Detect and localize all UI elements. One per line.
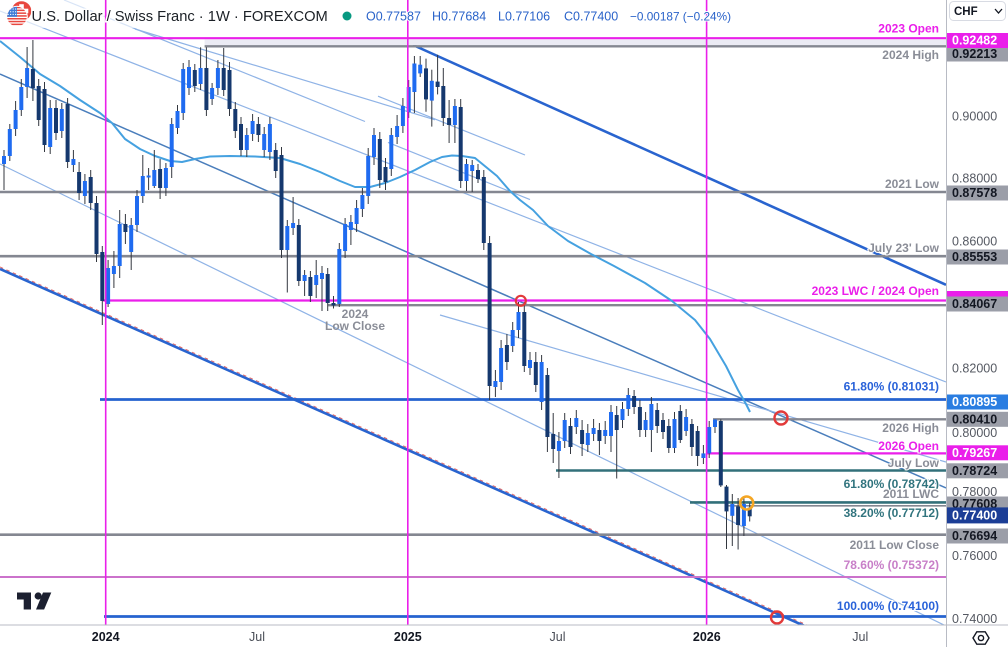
svg-text:2024: 2024 [342,307,369,321]
svg-text:−0.00187 (−0.24%): −0.00187 (−0.24%) [630,10,731,24]
svg-text:2024 High: 2024 High [882,48,939,62]
svg-text:2011 LWC: 2011 LWC [883,487,939,501]
svg-text:Low Close: Low Close [325,319,385,333]
svg-text:Jul: Jul [550,630,566,644]
svg-text:0.80895: 0.80895 [952,395,997,409]
svg-text:Jul: Jul [249,630,265,644]
svg-text:2011 Low Close: 2011 Low Close [850,538,940,552]
svg-text:H0.77684: H0.77684 [432,10,486,24]
svg-text:61.80% (0.81031): 61.80% (0.81031) [844,380,939,394]
svg-text:0.86000: 0.86000 [952,235,997,249]
svg-text:38.20% (0.77712): 38.20% (0.77712) [844,506,939,520]
svg-text:0.74000: 0.74000 [952,612,997,626]
svg-text:CHF: CHF [954,6,978,18]
svg-text:2023 LWC / 2024 Open: 2023 LWC / 2024 Open [812,284,939,298]
svg-text:100.00% (0.74100): 100.00% (0.74100) [837,599,939,613]
svg-text:Jul: Jul [852,630,868,644]
svg-text:2023 Open: 2023 Open [878,22,939,36]
svg-text:July 23' Low: July 23' Low [868,241,940,255]
svg-text:61.80% (0.78742): 61.80% (0.78742) [844,477,939,491]
svg-text:0.78000: 0.78000 [952,485,997,499]
svg-text:2025: 2025 [394,630,422,644]
svg-text:0.84067: 0.84067 [952,297,997,311]
svg-text:2026 Open: 2026 Open [878,439,939,453]
svg-text:C0.77400: C0.77400 [564,10,618,24]
svg-text:0.90000: 0.90000 [952,110,997,124]
svg-text:0.92213: 0.92213 [952,47,997,61]
svg-text:0.87578: 0.87578 [952,186,997,200]
svg-text:0.76694: 0.76694 [952,529,997,543]
svg-text:0.85553: 0.85553 [952,250,997,264]
svg-text:0.79267: 0.79267 [952,446,997,460]
svg-text:0.77400: 0.77400 [952,509,997,523]
svg-text:0.78724: 0.78724 [952,464,997,478]
svg-text:0.80410: 0.80410 [952,413,997,427]
svg-text:2026 High: 2026 High [882,421,939,435]
svg-text:2024: 2024 [92,630,120,644]
svg-text:L0.77106: L0.77106 [498,10,550,24]
svg-text:0.80000: 0.80000 [952,426,997,440]
svg-text:0.82000: 0.82000 [952,361,997,375]
svg-text:0.92482: 0.92482 [952,34,997,48]
svg-text:O0.77587: O0.77587 [366,10,421,24]
svg-text:U.S. Dollar / Swiss Franc · 1W: U.S. Dollar / Swiss Franc · 1W · FOREXCO… [32,9,328,25]
svg-text:2026: 2026 [693,630,721,644]
svg-text:0.88000: 0.88000 [952,172,997,186]
svg-text:2021 Low: 2021 Low [885,177,940,191]
svg-text:0.76000: 0.76000 [952,549,997,563]
svg-text:July Low: July Low [888,456,940,470]
svg-text:78.60% (0.75372): 78.60% (0.75372) [844,558,939,572]
